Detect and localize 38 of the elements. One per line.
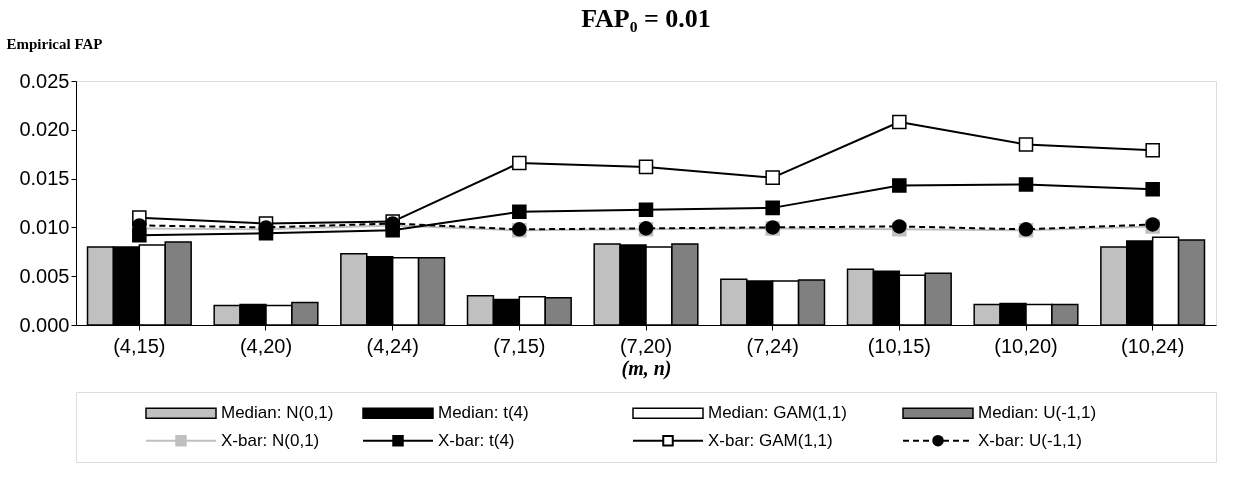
point	[638, 159, 654, 175]
point	[1145, 143, 1160, 158]
y-tick-label: 0.020	[19, 118, 70, 141]
x-tick-label: (10,15)	[867, 334, 932, 357]
x-tick-label: (10,20)	[994, 334, 1058, 357]
legend-label: X-bar: t(4)	[438, 430, 515, 450]
point	[765, 200, 780, 216]
x-tick-label: (4,24)	[366, 334, 419, 357]
legend-label: Median: GAM(1,1)	[708, 403, 847, 423]
x-tick-label: (4,20)	[239, 334, 293, 357]
chart-title: FAP₀ = 0.01	[581, 4, 711, 33]
x-axis-title: (m, n)	[621, 356, 672, 380]
x-tick-label: (7,20)	[619, 334, 673, 357]
y-axis-title: Empirical FAP	[6, 35, 103, 52]
point	[512, 204, 527, 220]
point	[1145, 182, 1160, 197]
legend-label: Median: U(-1,1)	[978, 403, 1097, 423]
y-tick-label: 0.015	[19, 167, 70, 190]
y-tick-label: 0.000	[19, 313, 70, 336]
point	[638, 202, 654, 218]
legend-label: Median: N(0,1)	[221, 403, 334, 423]
point	[765, 170, 780, 185]
point	[512, 155, 527, 171]
point	[892, 178, 907, 193]
legend-label: X-bar: N(0,1)	[221, 430, 320, 450]
x-tick-label: (10,24)	[1120, 334, 1185, 357]
point	[1018, 177, 1034, 192]
legend-label: X-bar: U(-1,1)	[978, 430, 1082, 450]
x-tick-label: (7,24)	[746, 334, 799, 357]
y-tick-label: 0.025	[19, 69, 70, 92]
point	[1018, 137, 1034, 152]
y-tick-label: 0.010	[19, 215, 70, 238]
y-tick-label: 0.005	[19, 264, 70, 287]
legend-label: Median: t(4)	[438, 403, 529, 423]
x-tick-label: (4,15)	[113, 334, 166, 357]
legend-label: X-bar: GAM(1,1)	[708, 430, 833, 450]
point	[892, 114, 907, 130]
x-tick-label: (7,15)	[493, 334, 546, 357]
